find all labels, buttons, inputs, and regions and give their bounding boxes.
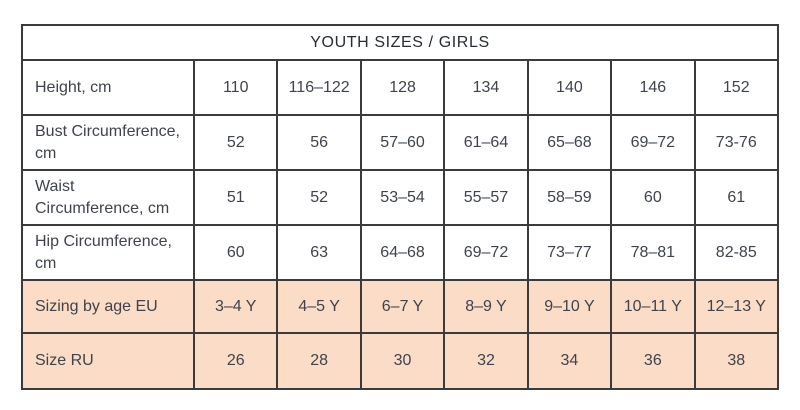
youth-girls-size-table: YOUTH SIZES / GIRLS Height, cm 110 116–1… bbox=[21, 24, 780, 390]
table-cell: 61–64 bbox=[443, 114, 529, 171]
table-cell: 26 bbox=[192, 332, 279, 390]
table-row-hip: Hip Circumference, cm 60 63 64–68 69–72 … bbox=[21, 224, 780, 281]
table-cell: 73–77 bbox=[526, 224, 613, 281]
table-cell: 128 bbox=[359, 59, 446, 116]
row-label: Size RU bbox=[21, 332, 195, 390]
table-title-row: YOUTH SIZES / GIRLS bbox=[21, 24, 779, 61]
table-cell: 51 bbox=[192, 169, 279, 226]
table-cell: 9–10 Y bbox=[526, 279, 613, 334]
table-row-size-ru: Size RU 26 28 30 32 34 36 38 bbox=[21, 332, 780, 390]
table-cell: 78–81 bbox=[610, 224, 696, 281]
table-cell: 64–68 bbox=[359, 224, 446, 281]
table-cell: 73-76 bbox=[693, 114, 780, 171]
table-row-waist: Waist Circumference, cm 51 52 53–54 55–5… bbox=[21, 169, 780, 226]
table-cell: 30 bbox=[359, 332, 446, 390]
row-label: Waist Circumference, cm bbox=[21, 169, 195, 226]
table-cell: 146 bbox=[610, 59, 696, 116]
table-cell: 140 bbox=[526, 59, 613, 116]
table-cell: 55–57 bbox=[443, 169, 529, 226]
table-cell: 69–72 bbox=[610, 114, 696, 171]
table-cell: 60 bbox=[192, 224, 279, 281]
table-cell: 52 bbox=[276, 169, 362, 226]
row-label: Sizing by age EU bbox=[21, 279, 195, 334]
table-cell: 8–9 Y bbox=[443, 279, 529, 334]
table-cell: 58–59 bbox=[526, 169, 613, 226]
table-cell: 152 bbox=[693, 59, 780, 116]
table-cell: 10–11 Y bbox=[610, 279, 696, 334]
table-cell: 116–122 bbox=[276, 59, 362, 116]
table-cell: 56 bbox=[276, 114, 362, 171]
row-label: Bust Circumference, cm bbox=[21, 114, 195, 171]
table-cell: 52 bbox=[192, 114, 279, 171]
table-cell: 134 bbox=[443, 59, 529, 116]
table-cell: 65–68 bbox=[526, 114, 613, 171]
table-cell: 34 bbox=[526, 332, 613, 390]
table-cell: 12–13 Y bbox=[693, 279, 780, 334]
table-cell: 3–4 Y bbox=[192, 279, 279, 334]
row-label: Height, cm bbox=[21, 59, 195, 116]
row-label: Hip Circumference, cm bbox=[21, 224, 195, 281]
table-cell: 63 bbox=[276, 224, 362, 281]
table-cell: 53–54 bbox=[359, 169, 446, 226]
table-cell: 82-85 bbox=[693, 224, 780, 281]
table-cell: 69–72 bbox=[443, 224, 529, 281]
table-row-bust: Bust Circumference, cm 52 56 57–60 61–64… bbox=[21, 114, 780, 171]
table-cell: 38 bbox=[693, 332, 780, 390]
table-cell: 60 bbox=[610, 169, 696, 226]
table-row-sizing-by-age-eu: Sizing by age EU 3–4 Y 4–5 Y 6–7 Y 8–9 Y… bbox=[21, 279, 780, 334]
table-row-height: Height, cm 110 116–122 128 134 140 146 1… bbox=[21, 59, 780, 116]
table-cell: 4–5 Y bbox=[276, 279, 362, 334]
table-cell: 57–60 bbox=[359, 114, 446, 171]
table-cell: 6–7 Y bbox=[359, 279, 446, 334]
table-cell: 110 bbox=[192, 59, 279, 116]
table-cell: 36 bbox=[610, 332, 696, 390]
table-cell: 32 bbox=[443, 332, 529, 390]
table-cell: 61 bbox=[693, 169, 780, 226]
table-title: YOUTH SIZES / GIRLS bbox=[21, 24, 779, 61]
table-cell: 28 bbox=[276, 332, 362, 390]
